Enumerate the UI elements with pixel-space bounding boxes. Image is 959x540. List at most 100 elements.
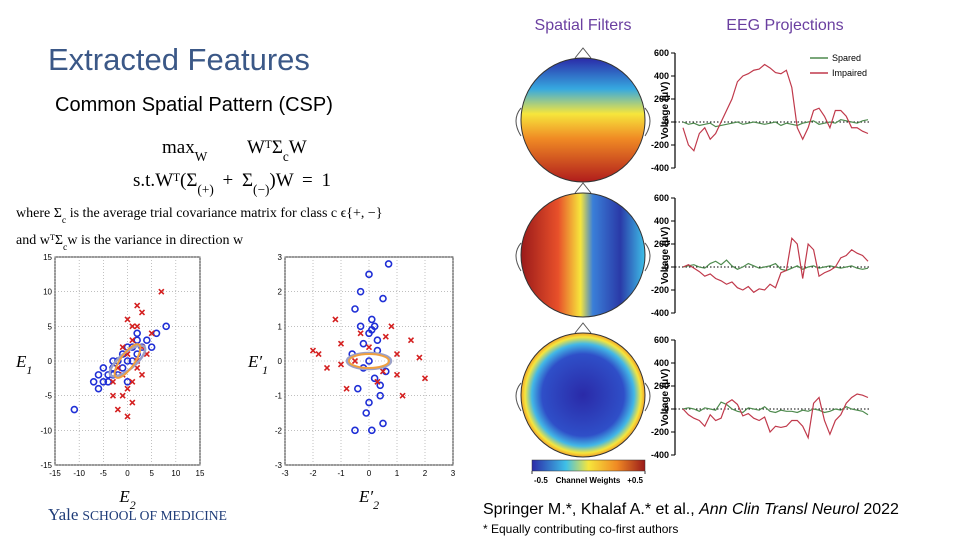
point: [109, 392, 117, 399]
text-run: Yale: [48, 505, 78, 524]
y-tick-label: 5: [48, 322, 53, 331]
point: [351, 305, 359, 313]
text-run: Springer M.*, Khalaf A.* et al.,: [483, 501, 699, 518]
point: [379, 368, 387, 375]
ellipse: [113, 343, 142, 379]
point: [134, 323, 141, 330]
point: [356, 322, 365, 331]
x-tick-label: 0: [367, 469, 372, 478]
ellipse: [348, 353, 390, 369]
note: and wᵀΣcw is the variance in direction w: [16, 233, 244, 253]
text-run: E: [15, 352, 27, 371]
point: [119, 344, 126, 351]
section-header: Spatial Filters: [535, 17, 632, 34]
colorbar-tick-label: -0.5: [534, 476, 548, 485]
x-tick-label: 3: [451, 469, 456, 478]
point: [70, 405, 79, 414]
colorbar-label: Channel Weights: [556, 476, 621, 485]
point: [367, 315, 376, 324]
text-run: E′: [358, 487, 373, 506]
y-tick-label: 0: [664, 262, 669, 272]
point: [118, 364, 127, 372]
text-run: where Σ: [16, 206, 62, 221]
point: [162, 322, 170, 331]
y-tick-label: -5: [45, 392, 53, 401]
point: [129, 323, 136, 330]
point: [362, 409, 371, 417]
text-run: 1: [26, 363, 32, 377]
text-run: is the average trial covariance matrix f…: [66, 206, 382, 221]
y-tick-label: 10: [43, 288, 52, 297]
text-run: s.t.: [133, 170, 155, 191]
x-tick-label: -1: [337, 469, 345, 478]
point: [152, 329, 161, 338]
equation: maxW: [162, 137, 208, 164]
point: [94, 384, 103, 393]
point: [323, 364, 331, 371]
line: [682, 63, 869, 152]
y-axis-label: E1: [15, 352, 32, 377]
x-tick-label: -5: [100, 469, 108, 478]
x-axis-label: E2: [118, 487, 135, 512]
y-tick-label: 0: [664, 404, 669, 414]
y-tick-label: 0: [278, 357, 283, 366]
line: [682, 236, 869, 294]
text-run: WᵀΣ: [247, 137, 283, 158]
line: [682, 259, 869, 272]
text-run: Wᵀ(Σ: [155, 170, 197, 191]
equation: s.t.Wᵀ(Σ(+) + Σ(−))W = 1: [133, 170, 331, 197]
point: [393, 371, 401, 378]
y-tick-label: 600: [654, 335, 669, 345]
topomap: [515, 47, 651, 183]
x-tick-label: 1: [395, 469, 400, 478]
point: [337, 340, 345, 347]
slide-title: Extracted Features: [48, 42, 310, 77]
y-tick-label: -200: [651, 427, 669, 437]
colorbar: [531, 459, 646, 472]
y-tick-label: 200: [654, 381, 669, 391]
point: [124, 413, 131, 420]
footnote: * Equally contributing co-first authors: [483, 522, 678, 536]
point: [315, 351, 322, 358]
point: [379, 419, 387, 428]
x-tick-label: 0: [125, 469, 130, 478]
text-run: )W = 1: [269, 170, 331, 191]
line-chart: -400 -200 0 200 400 600 Voltage (μV): [651, 193, 870, 318]
point: [351, 357, 359, 365]
point: [370, 374, 379, 383]
point: [138, 309, 146, 316]
text-run: 1: [262, 363, 268, 377]
point: [365, 344, 373, 351]
y-tick-label: 400: [654, 71, 669, 81]
point: [393, 351, 401, 358]
y-tick-label: 600: [654, 193, 669, 203]
point: [407, 337, 415, 344]
point: [124, 385, 131, 392]
y-tick-label: 200: [654, 94, 669, 104]
legend-label: Impaired: [832, 68, 867, 78]
point: [158, 288, 165, 295]
topomap: [515, 322, 651, 458]
y-tick-label: 0: [48, 357, 53, 366]
logo: Yale SCHOOL OF MEDICINE: [48, 505, 227, 524]
point: [365, 270, 373, 279]
point: [99, 364, 108, 372]
y-tick-label: 3: [278, 253, 283, 262]
point: [365, 357, 373, 365]
y-tick-label: -10: [40, 426, 52, 435]
x-tick-label: 15: [196, 469, 205, 478]
line-chart: -400 -200 0 200 400 600 Voltage (μV) Spared Impa…: [651, 48, 870, 173]
point: [123, 377, 132, 386]
y-tick-label: -200: [651, 140, 669, 150]
topomaps: [515, 47, 651, 472]
text-run: c: [63, 242, 68, 253]
point: [399, 392, 406, 399]
point: [384, 260, 393, 268]
line-chart: -400 -200 0 200 400 600 Voltage (μV): [651, 335, 870, 460]
line: [682, 393, 869, 440]
point: [332, 316, 339, 323]
point: [359, 339, 368, 348]
y-axis-label: Voltage (μV): [660, 227, 671, 285]
point: [374, 378, 381, 385]
